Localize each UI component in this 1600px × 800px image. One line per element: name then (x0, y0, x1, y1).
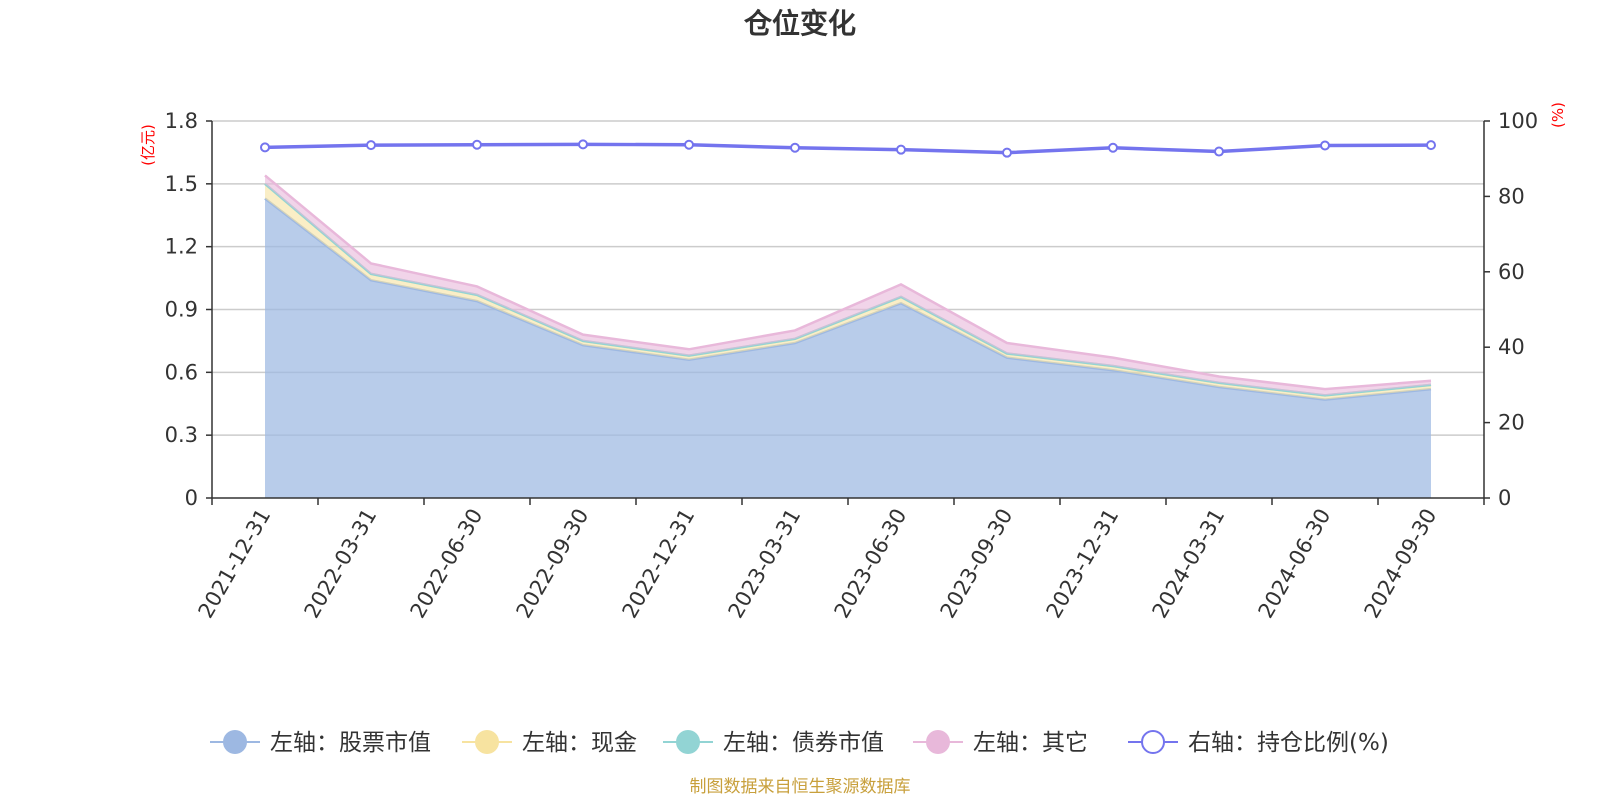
area-top-line (264, 174, 1432, 391)
x-tick-label: 2023-09-30 (936, 505, 1018, 623)
legend-label: 右轴：持仓比例(%) (1188, 730, 1389, 756)
right-tick-label: 80 (1498, 184, 1525, 208)
ratio-point (472, 139, 482, 150)
ratio-point (578, 139, 588, 150)
x-tick-label: 2023-03-31 (724, 505, 806, 623)
left-tick-label: 1.8 (165, 109, 198, 133)
right-tick-label: 20 (1498, 411, 1525, 435)
legend-marker (223, 730, 247, 754)
x-tick-label: 2024-03-31 (1148, 505, 1230, 623)
left-tick-label: 1.5 (165, 172, 198, 196)
x-tick-label: 2024-09-30 (1360, 505, 1442, 623)
right-tick-label: 60 (1498, 260, 1525, 284)
legend-label: 左轴：债券市值 (723, 730, 884, 756)
x-tick-label: 2024-06-30 (1254, 505, 1336, 623)
source-note: 制图数据来自恒生聚源数据库 (690, 777, 911, 797)
ratio-point (896, 144, 906, 155)
left-tick-label: 0.9 (165, 298, 198, 322)
legend-marker (926, 730, 950, 754)
x-tick-label: 2023-12-31 (1042, 505, 1124, 623)
ratio-point (260, 142, 270, 153)
ratio-point (1002, 147, 1012, 158)
left-tick-label: 0.3 (165, 423, 198, 447)
right-tick-label: 0 (1498, 486, 1511, 510)
area-band (265, 198, 1431, 498)
left-tick-label: 1.2 (165, 235, 198, 259)
legend: 左轴：股票市值 左轴：现金 左轴：债券市值 左轴：其它 右轴：持仓比例(%) (210, 730, 1389, 756)
x-tick-label: 2022-03-31 (300, 505, 382, 623)
left-axis-unit: (亿元) (139, 124, 157, 166)
ratio-point (1214, 146, 1224, 157)
right-tick-label: 100 (1498, 109, 1538, 133)
legend-label: 左轴：其它 (973, 730, 1088, 756)
x-tick-label: 2022-12-31 (618, 505, 700, 623)
chart-title: 仓位变化 (744, 7, 856, 40)
legend-marker (475, 730, 499, 754)
x-tick-label: 2021-12-31 (194, 505, 276, 623)
x-tick-label: 2022-09-30 (512, 505, 594, 623)
left-tick-label: 0.6 (165, 360, 198, 384)
ratio-point (1320, 140, 1330, 151)
legend-marker (676, 730, 700, 754)
legend-label: 左轴：现金 (522, 730, 637, 756)
stacked-areas (264, 174, 1432, 498)
ratio-point (790, 142, 800, 153)
legend-marker (1141, 730, 1165, 754)
ratio-line (264, 142, 1432, 155)
x-tick-label: 2022-06-30 (406, 505, 488, 623)
right-tick-label: 40 (1498, 335, 1525, 359)
ratio-point (684, 139, 694, 150)
ratio-point (1108, 142, 1118, 153)
right-axis-unit: (%) (1549, 102, 1567, 128)
ratio-point (366, 140, 376, 151)
x-tick-label: 2023-06-30 (830, 505, 912, 623)
legend-label: 左轴：股票市值 (270, 730, 431, 756)
left-tick-label: 0 (185, 486, 198, 510)
ratio-point (1426, 140, 1436, 151)
holding-ratio-series (260, 139, 1436, 158)
